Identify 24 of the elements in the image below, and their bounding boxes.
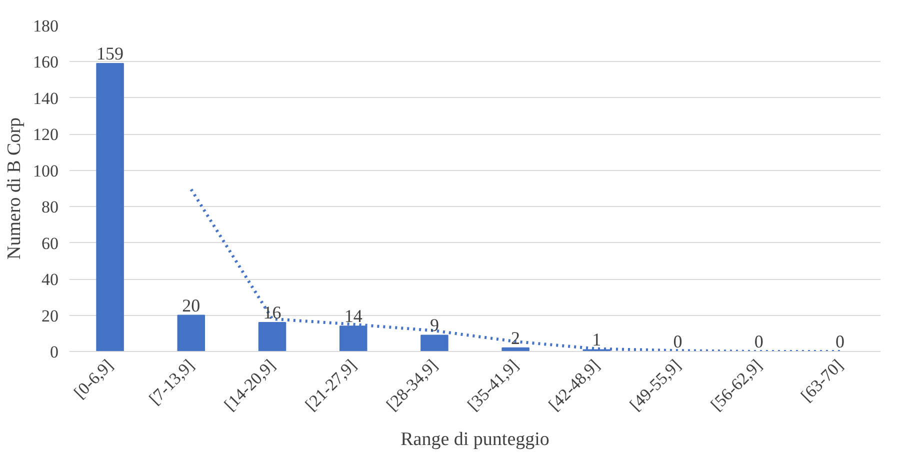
data-label: 14	[344, 306, 362, 326]
y-tick-label: 160	[33, 52, 58, 72]
y-tick-label: 60	[42, 234, 58, 253]
data-label: 0	[754, 332, 764, 352]
y-tick-label: 100	[33, 161, 58, 180]
y-axis-title: Numero di B Corp	[4, 118, 25, 260]
data-label: 0	[835, 332, 844, 352]
x-axis-title: Range di punteggio	[400, 429, 550, 450]
y-tick-label: 120	[33, 125, 58, 144]
data-label: 16	[263, 302, 282, 323]
data-label: 159	[96, 44, 124, 64]
data-label: 20	[182, 295, 200, 316]
data-label: 9	[430, 315, 439, 336]
y-tick-label: 80	[42, 198, 58, 217]
data-label: 1	[592, 330, 602, 350]
y-tick-label: 140	[33, 88, 58, 108]
y-tick-label: 0	[50, 342, 58, 362]
data-label: 0	[673, 332, 682, 352]
bar	[96, 63, 124, 352]
bar	[177, 314, 206, 352]
data-label: 2	[511, 328, 520, 348]
y-tick-label: 180	[33, 16, 58, 36]
y-tick-label: 40	[42, 270, 58, 290]
y-tick-label: 20	[42, 306, 58, 326]
